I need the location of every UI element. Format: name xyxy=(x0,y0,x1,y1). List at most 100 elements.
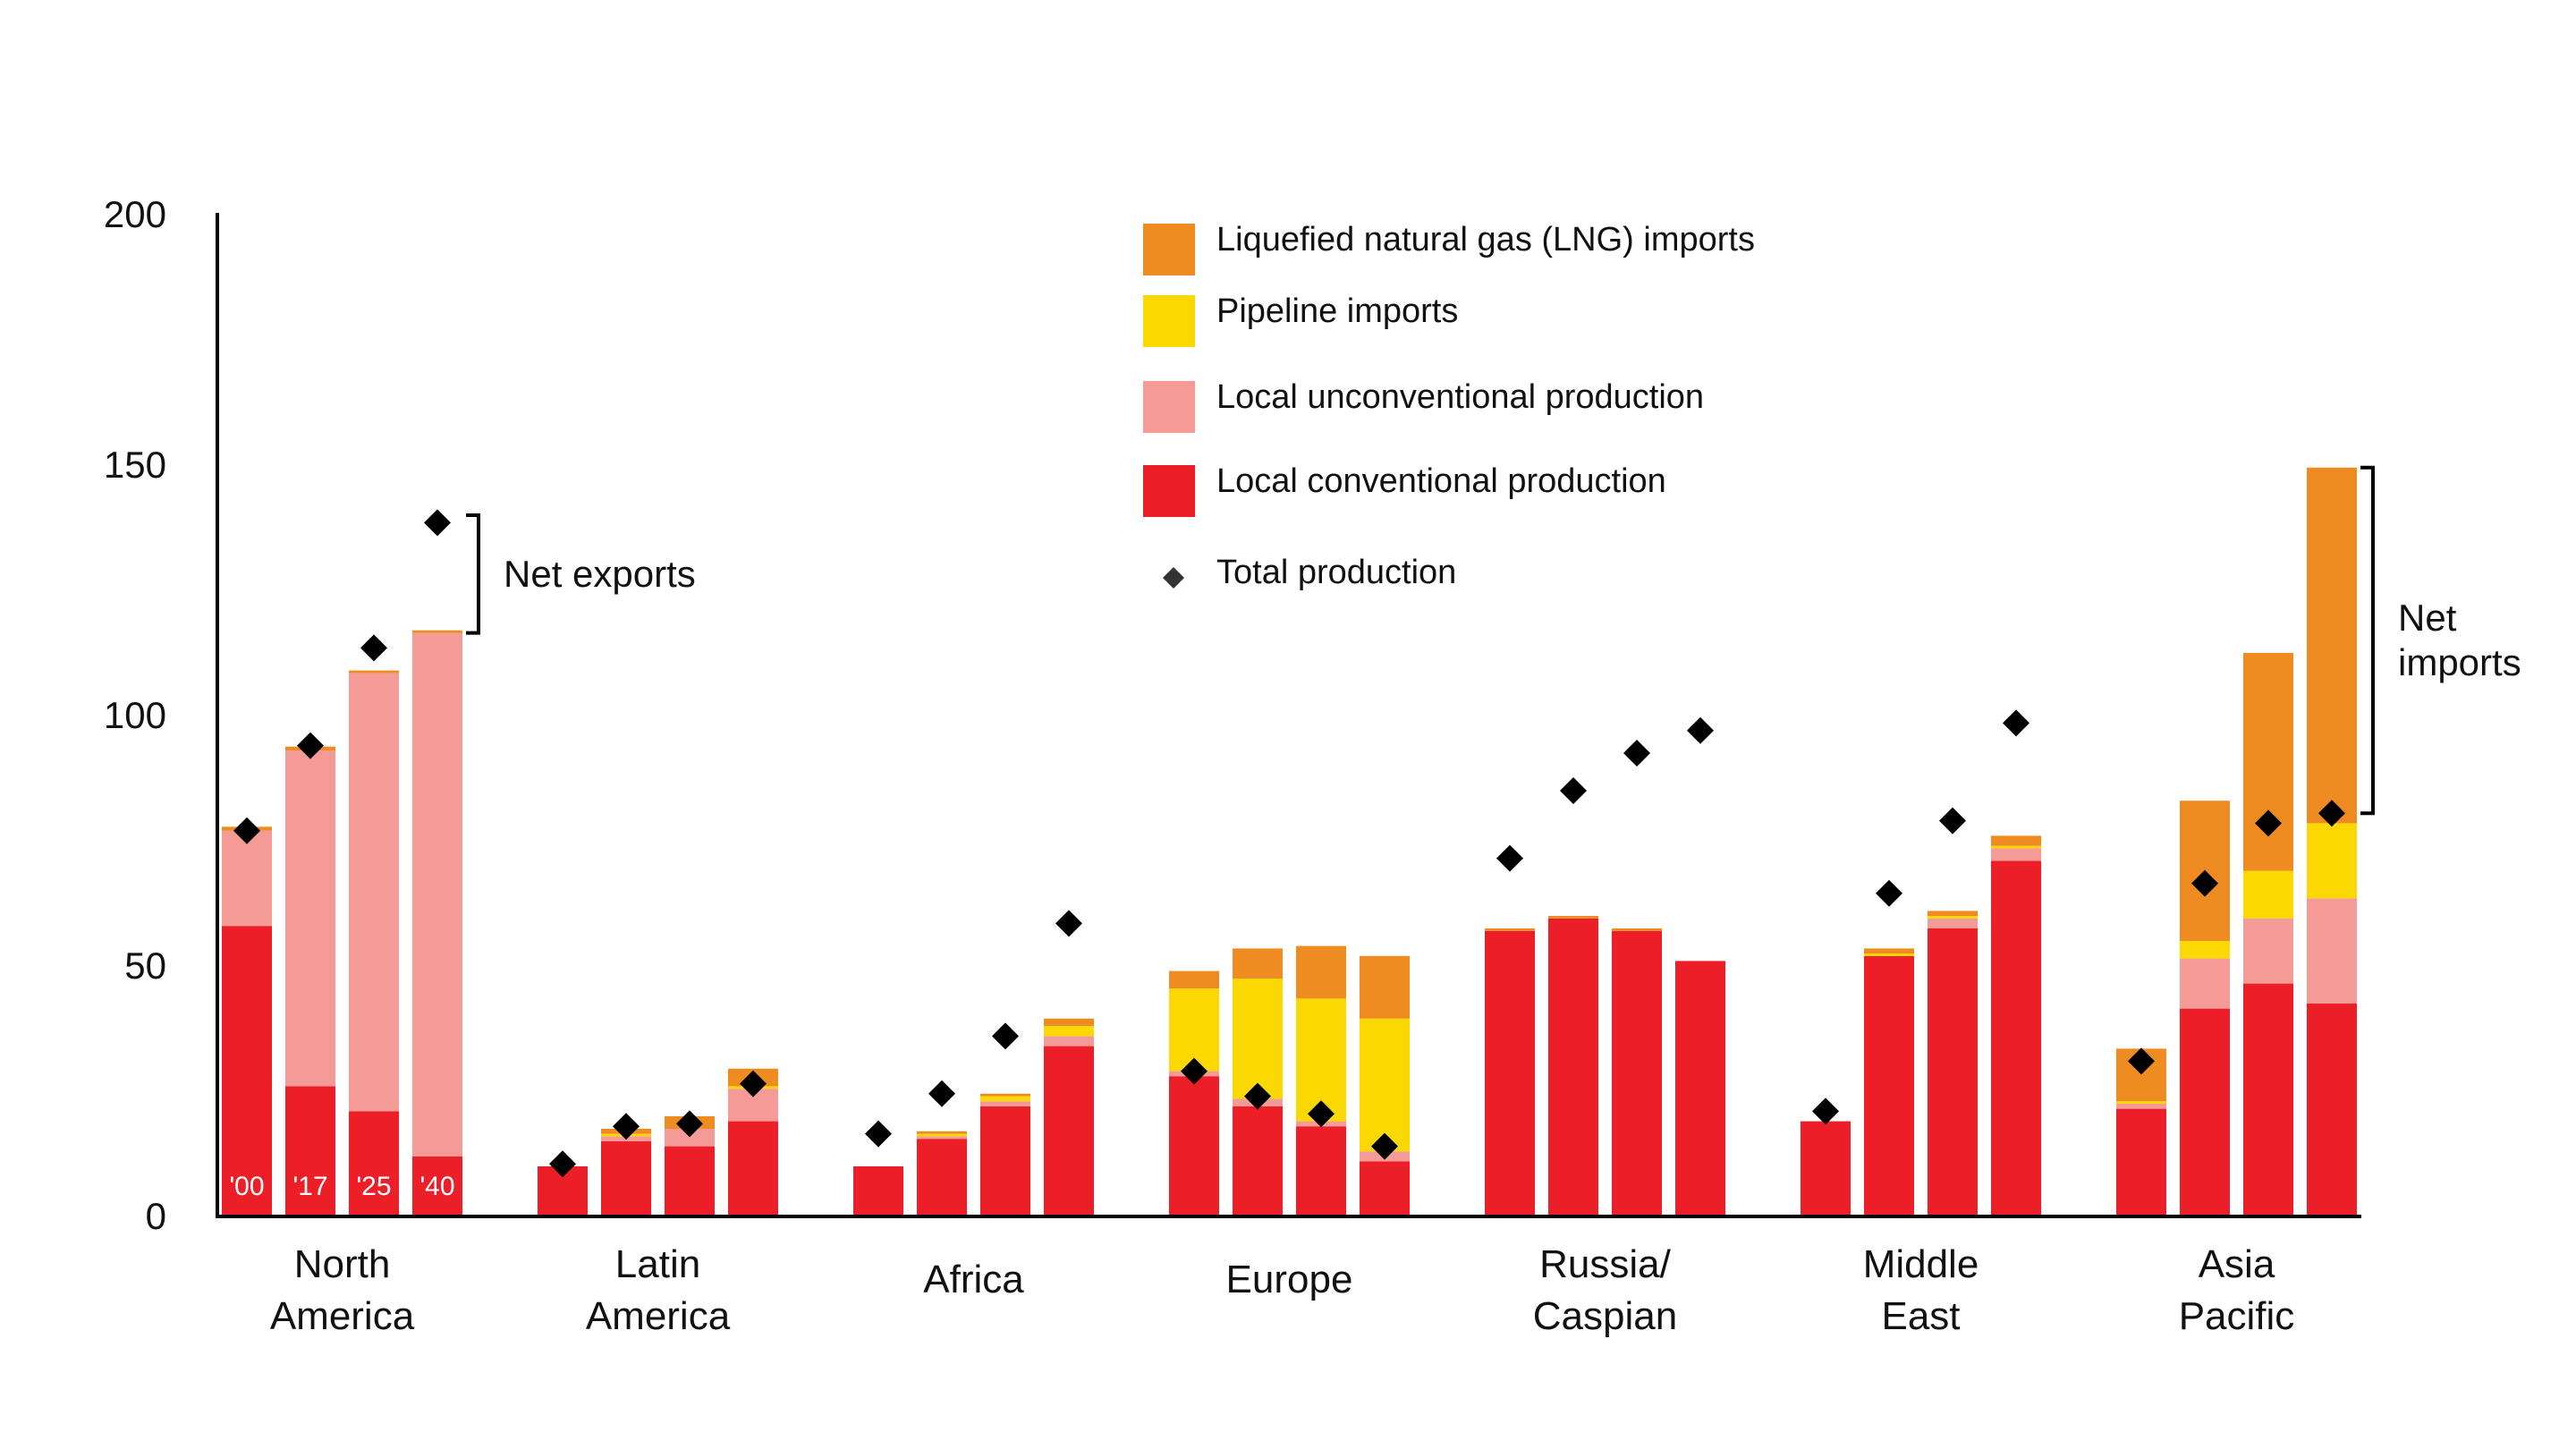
bar-segment-lng-r0-b3 xyxy=(412,630,462,633)
category-label-3-line-0: Europe xyxy=(1226,1258,1353,1301)
bar-segment-conventional-r6-b1 xyxy=(2180,1008,2230,1216)
annotation-bracket-1 xyxy=(2360,465,2375,816)
bar-segment-unconventional-r0-b1 xyxy=(285,750,335,1087)
y-tick-label-200: 200 xyxy=(104,193,166,235)
bar-segment-unconventional-r6-b0 xyxy=(2116,1104,2166,1109)
total-production-marker-r4-b3 xyxy=(1687,716,1714,744)
y-tick-label-0: 0 xyxy=(146,1195,166,1237)
total-production-marker-r0-b1 xyxy=(297,732,324,759)
bar-segment-conventional-r0-b3 xyxy=(412,1156,462,1216)
total-production-marker-r4-b2 xyxy=(1623,740,1650,767)
bar-segment-lng-r2-b1 xyxy=(917,1131,967,1134)
category-label-5-line-1: East xyxy=(1881,1294,1960,1338)
bar-segment-lng-r4-b2 xyxy=(1612,928,1662,931)
bar-segment-conventional-r2-b2 xyxy=(980,1106,1030,1216)
bar-segment-pipeline-r5-b2 xyxy=(1928,916,1978,919)
x-axis: North America Latin America Africa Europe Russ… xyxy=(216,1215,2361,1338)
bar-segment-lng-r0-b2 xyxy=(349,670,399,674)
bar-segment-pipeline-r2-b3 xyxy=(1044,1026,1094,1037)
total-production-marker-r3-b1 xyxy=(1244,1082,1271,1110)
legend-swatch-lng xyxy=(1143,224,1195,275)
bar-segment-pipeline-r6-b3 xyxy=(2307,823,2357,899)
category-label-2-line-0: Africa xyxy=(923,1258,1024,1301)
bar-segment-pipeline-r5-b3 xyxy=(1991,845,2041,849)
total-production-marker-r0-b2 xyxy=(360,634,387,662)
bar-segment-conventional-r2-b3 xyxy=(1044,1046,1094,1216)
total-production-marker-r3-b2 xyxy=(1308,1100,1335,1128)
legend-label-pipeline: Pipeline imports xyxy=(1216,292,1458,330)
total-production-marker-r2-b1 xyxy=(928,1080,955,1107)
y-tick-label-100: 100 xyxy=(104,694,166,736)
annotation-label-0-line-0: Net exports xyxy=(504,553,696,595)
category-label-1-line-1: America xyxy=(586,1294,731,1338)
bar-segment-pipeline-r3-b0 xyxy=(1169,988,1219,1072)
total-production-marker-r2-b3 xyxy=(1055,910,1082,937)
bar-segment-conventional-r3-b1 xyxy=(1233,1106,1283,1216)
bar-segment-conventional-r3-b3 xyxy=(1360,1161,1410,1216)
total-production-marker-r4-b0 xyxy=(1496,844,1523,872)
bar-segment-conventional-r1-b1 xyxy=(601,1141,651,1216)
year-label-0: '00 xyxy=(229,1172,264,1201)
legend-swatch-total xyxy=(1163,567,1184,589)
legend-label-total: Total production xyxy=(1216,554,1456,591)
bar-segment-lng-r3-b3 xyxy=(1360,955,1410,1019)
bar-segment-pipeline-r2-b1 xyxy=(917,1133,967,1137)
bar-segment-pipeline-r5-b1 xyxy=(1864,953,1914,956)
total-production-marker-r1-b2 xyxy=(676,1110,703,1138)
total-production-marker-r3-b3 xyxy=(1371,1132,1398,1160)
bar-segment-lng-r4-b0 xyxy=(1485,928,1535,931)
bar-segment-conventional-r5-b2 xyxy=(1928,928,1978,1216)
total-production-marker-r1-b1 xyxy=(613,1113,640,1140)
category-label-4-line-0: Russia/ xyxy=(1539,1242,1671,1286)
bar-segment-unconventional-r5-b3 xyxy=(1991,848,2041,861)
bar-segment-conventional-r4-b3 xyxy=(1675,961,1725,1216)
year-label-2: '25 xyxy=(356,1172,391,1201)
bar-segment-conventional-r2-b0 xyxy=(853,1166,903,1216)
legend-label-conventional: Local conventional production xyxy=(1216,462,1666,500)
bar-segment-pipeline-r6-b0 xyxy=(2116,1101,2166,1104)
category-label-6-line-1: Pacific xyxy=(2179,1294,2295,1338)
total-production-marker-r5-b0 xyxy=(1812,1097,1839,1125)
total-production-marker-r5-b1 xyxy=(1876,879,1902,907)
category-label-5-line-0: Middle xyxy=(1863,1242,1979,1286)
bar-segment-unconventional-r6-b3 xyxy=(2307,898,2357,1004)
category-label-6-line-0: Asia xyxy=(2199,1242,2275,1286)
total-production-marker-r1-b0 xyxy=(549,1150,576,1178)
bar-segment-conventional-r1-b2 xyxy=(665,1146,715,1216)
total-production-marker-r2-b2 xyxy=(992,1022,1019,1050)
total-production-marker-r6-b1 xyxy=(2191,869,2218,897)
bar-segment-conventional-r1-b3 xyxy=(728,1121,778,1216)
total-production-marker-r1-b3 xyxy=(740,1070,767,1097)
total-production-marker-r6-b3 xyxy=(2318,800,2345,827)
bar-segment-unconventional-r5-b2 xyxy=(1928,918,1978,928)
bar-segment-conventional-r0-b1 xyxy=(285,1086,335,1216)
y-tick-label-150: 150 xyxy=(104,444,166,486)
bar-segment-pipeline-r2-b2 xyxy=(980,1096,1030,1102)
bar-segment-unconventional-r2-b3 xyxy=(1044,1036,1094,1046)
bar-segment-lng-r5-b2 xyxy=(1928,911,1978,916)
bar-segment-conventional-r6-b2 xyxy=(2243,983,2293,1216)
bar-segment-unconventional-r0-b2 xyxy=(349,673,399,1112)
legend-swatch-conventional xyxy=(1143,465,1195,517)
category-label-0-line-0: North xyxy=(294,1242,391,1286)
bar-segment-unconventional-r2-b2 xyxy=(980,1101,1030,1106)
bar-segment-conventional-r5-b3 xyxy=(1991,860,2041,1216)
annotation-label-1-line-1: imports xyxy=(2398,641,2521,683)
total-production-marker-r6-b2 xyxy=(2255,809,2282,837)
bar-segment-conventional-r6-b0 xyxy=(2116,1108,2166,1216)
category-label-4-line-1: Caspian xyxy=(1533,1294,1677,1338)
total-production-marker-r2-b0 xyxy=(865,1120,892,1148)
bar-segment-lng-r6-b3 xyxy=(2307,467,2357,824)
bar-segment-conventional-r5-b0 xyxy=(1801,1121,1851,1216)
bar-segment-pipeline-r3-b3 xyxy=(1360,1018,1410,1152)
bar-segment-lng-r3-b1 xyxy=(1233,948,1283,979)
bar-segment-pipeline-r6-b2 xyxy=(2243,870,2293,919)
stacked-bars: '00 '17 '25 '40 xyxy=(222,467,2357,1216)
total-production-marker-r6-b0 xyxy=(2128,1047,2155,1075)
bar-segment-pipeline-r6-b1 xyxy=(2180,941,2230,959)
total-production-marker-r0-b3 xyxy=(424,509,451,537)
bar-segment-lng-r5-b1 xyxy=(1864,948,1914,953)
bar-segment-conventional-r5-b1 xyxy=(1864,955,1914,1216)
total-production-marker-r3-b0 xyxy=(1181,1057,1208,1085)
